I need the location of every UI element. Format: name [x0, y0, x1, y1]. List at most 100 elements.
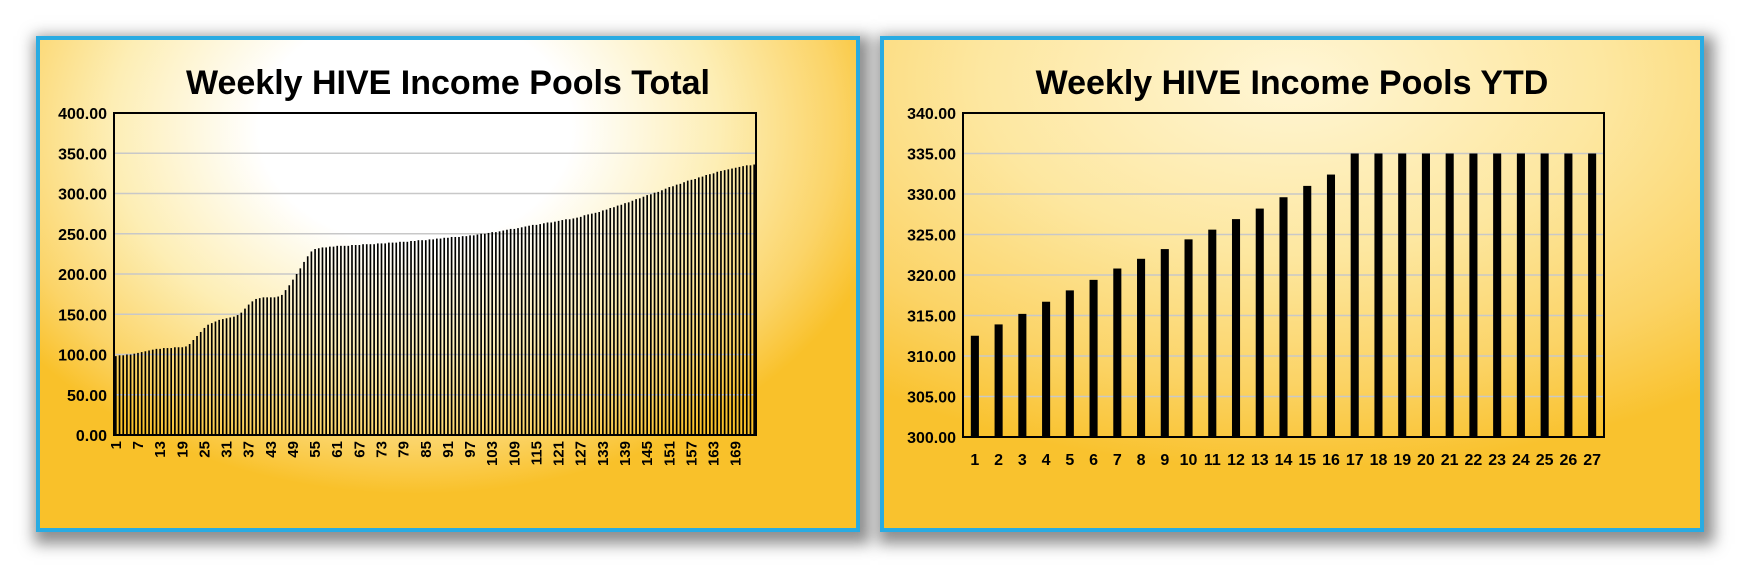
x-tick-label: 14 — [1275, 452, 1293, 469]
bar — [664, 188, 667, 435]
x-tick-label: 17 — [1346, 452, 1364, 469]
bar — [1493, 153, 1502, 437]
bar — [668, 187, 671, 435]
x-tick-label: 8 — [1137, 452, 1146, 469]
bar — [1255, 208, 1264, 437]
bar — [657, 191, 660, 435]
bar — [181, 347, 184, 435]
bar — [247, 304, 250, 435]
bar — [207, 324, 209, 435]
bar — [310, 251, 313, 435]
bar — [653, 192, 656, 435]
y-tick-label: 315.00 — [907, 309, 956, 326]
bar — [476, 234, 479, 435]
bar — [262, 297, 265, 435]
bar — [683, 182, 685, 435]
bar — [546, 222, 549, 435]
bar — [672, 186, 674, 435]
x-tick-label: 133 — [595, 441, 612, 466]
bar — [450, 236, 453, 435]
x-tick-label: 23 — [1488, 452, 1506, 469]
bar — [340, 245, 342, 435]
x-tick-label: 25 — [1536, 452, 1554, 469]
bar — [317, 248, 320, 435]
bar — [413, 240, 416, 435]
bar — [358, 245, 361, 435]
chart-panel-ytd: Weekly HIVE Income Pools YTD 300.00 305.0… — [880, 36, 1704, 532]
bar — [495, 232, 497, 435]
bar — [749, 165, 752, 435]
bar — [557, 220, 560, 435]
bar — [1445, 153, 1454, 437]
bar — [273, 297, 276, 435]
bar — [314, 249, 316, 435]
bar — [439, 238, 442, 435]
bar — [222, 319, 224, 435]
bar — [598, 212, 601, 435]
x-tick-label: 139 — [617, 441, 634, 466]
y-tick-label: 340.00 — [907, 106, 956, 123]
bar — [203, 327, 206, 435]
bar — [402, 241, 405, 435]
x-tick-label: 26 — [1559, 452, 1577, 469]
bar — [731, 168, 733, 436]
bar — [144, 351, 147, 435]
bar — [410, 240, 412, 435]
x-tick-label: 55 — [307, 441, 324, 458]
bar — [395, 242, 398, 435]
bar — [1279, 197, 1288, 437]
bar — [469, 235, 471, 435]
bar — [576, 217, 578, 435]
bar — [742, 166, 744, 435]
bar — [266, 297, 268, 435]
bar — [343, 245, 346, 435]
bar — [524, 226, 527, 435]
bar — [1065, 290, 1074, 437]
bar — [329, 246, 331, 435]
bar — [609, 207, 612, 435]
bar — [716, 171, 719, 435]
x-tick-label: 109 — [506, 441, 523, 466]
bar — [461, 236, 464, 435]
bar — [712, 173, 715, 435]
bar — [620, 204, 623, 435]
bar — [406, 241, 409, 435]
bar — [506, 229, 508, 435]
bar — [1421, 153, 1430, 437]
x-tick-label: 20 — [1417, 452, 1435, 469]
bar — [675, 184, 678, 435]
bar — [321, 247, 324, 435]
bar — [225, 318, 228, 435]
x-tick-label: 49 — [285, 441, 302, 458]
bar — [432, 239, 434, 435]
x-tick-label: 15 — [1298, 452, 1316, 469]
bar — [391, 242, 394, 435]
bar — [745, 165, 748, 435]
y-tick-label: 310.00 — [907, 349, 956, 366]
bar — [251, 301, 254, 435]
bar — [491, 232, 494, 435]
bar — [587, 214, 589, 435]
chart-title-ytd: Weekly HIVE Income Pools YTD — [1035, 64, 1549, 102]
x-tick-label: 1 — [970, 452, 979, 469]
bar — [332, 246, 335, 435]
bar — [1089, 279, 1098, 437]
bar — [174, 347, 176, 435]
bar — [196, 335, 198, 435]
bar — [380, 243, 383, 435]
bar — [421, 240, 423, 435]
bar — [970, 335, 979, 437]
x-tick-label: 10 — [1180, 452, 1198, 469]
y-tick-label: 300.00 — [907, 430, 956, 447]
bar — [336, 245, 339, 435]
x-tick-label: 12 — [1227, 452, 1245, 469]
x-tick-label: 2 — [994, 452, 1003, 469]
bar — [133, 353, 136, 435]
bar — [594, 212, 597, 435]
bar — [151, 349, 154, 435]
x-tick-label: 103 — [484, 441, 501, 466]
y-tick-label: 325.00 — [907, 228, 956, 245]
bar — [602, 210, 604, 435]
y-tick-label: 200.00 — [58, 267, 107, 284]
bar — [1018, 313, 1027, 437]
